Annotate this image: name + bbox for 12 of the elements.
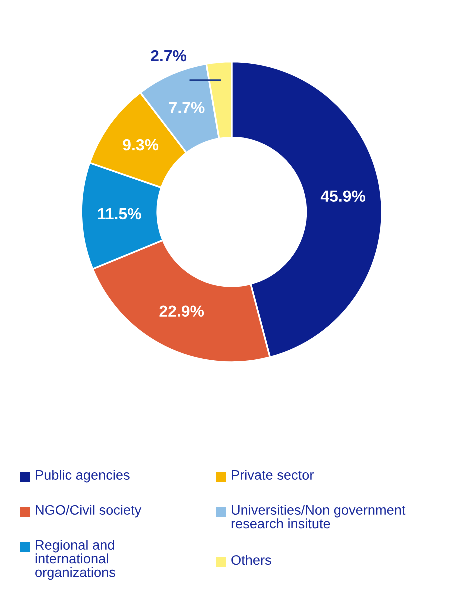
- data-label: 22.9%: [160, 306, 204, 318]
- legend-label: Public agencies: [36, 470, 130, 483]
- data-label: 45.9%: [320, 190, 366, 202]
- data-label: 2.7%: [151, 50, 187, 62]
- legend-label: Private sector: [232, 470, 314, 480]
- legend-label: Universities/Non government research insitute: [232, 505, 406, 529]
- legend-label: NGO/Civil society: [36, 505, 142, 518]
- data-label: 7.7%: [169, 102, 205, 114]
- legend-label: Regional and international organizations: [36, 540, 116, 580]
- data-label: 9.3%: [123, 139, 159, 151]
- legend-label: Others: [232, 555, 272, 566]
- data-label: 11.5%: [98, 208, 142, 220]
